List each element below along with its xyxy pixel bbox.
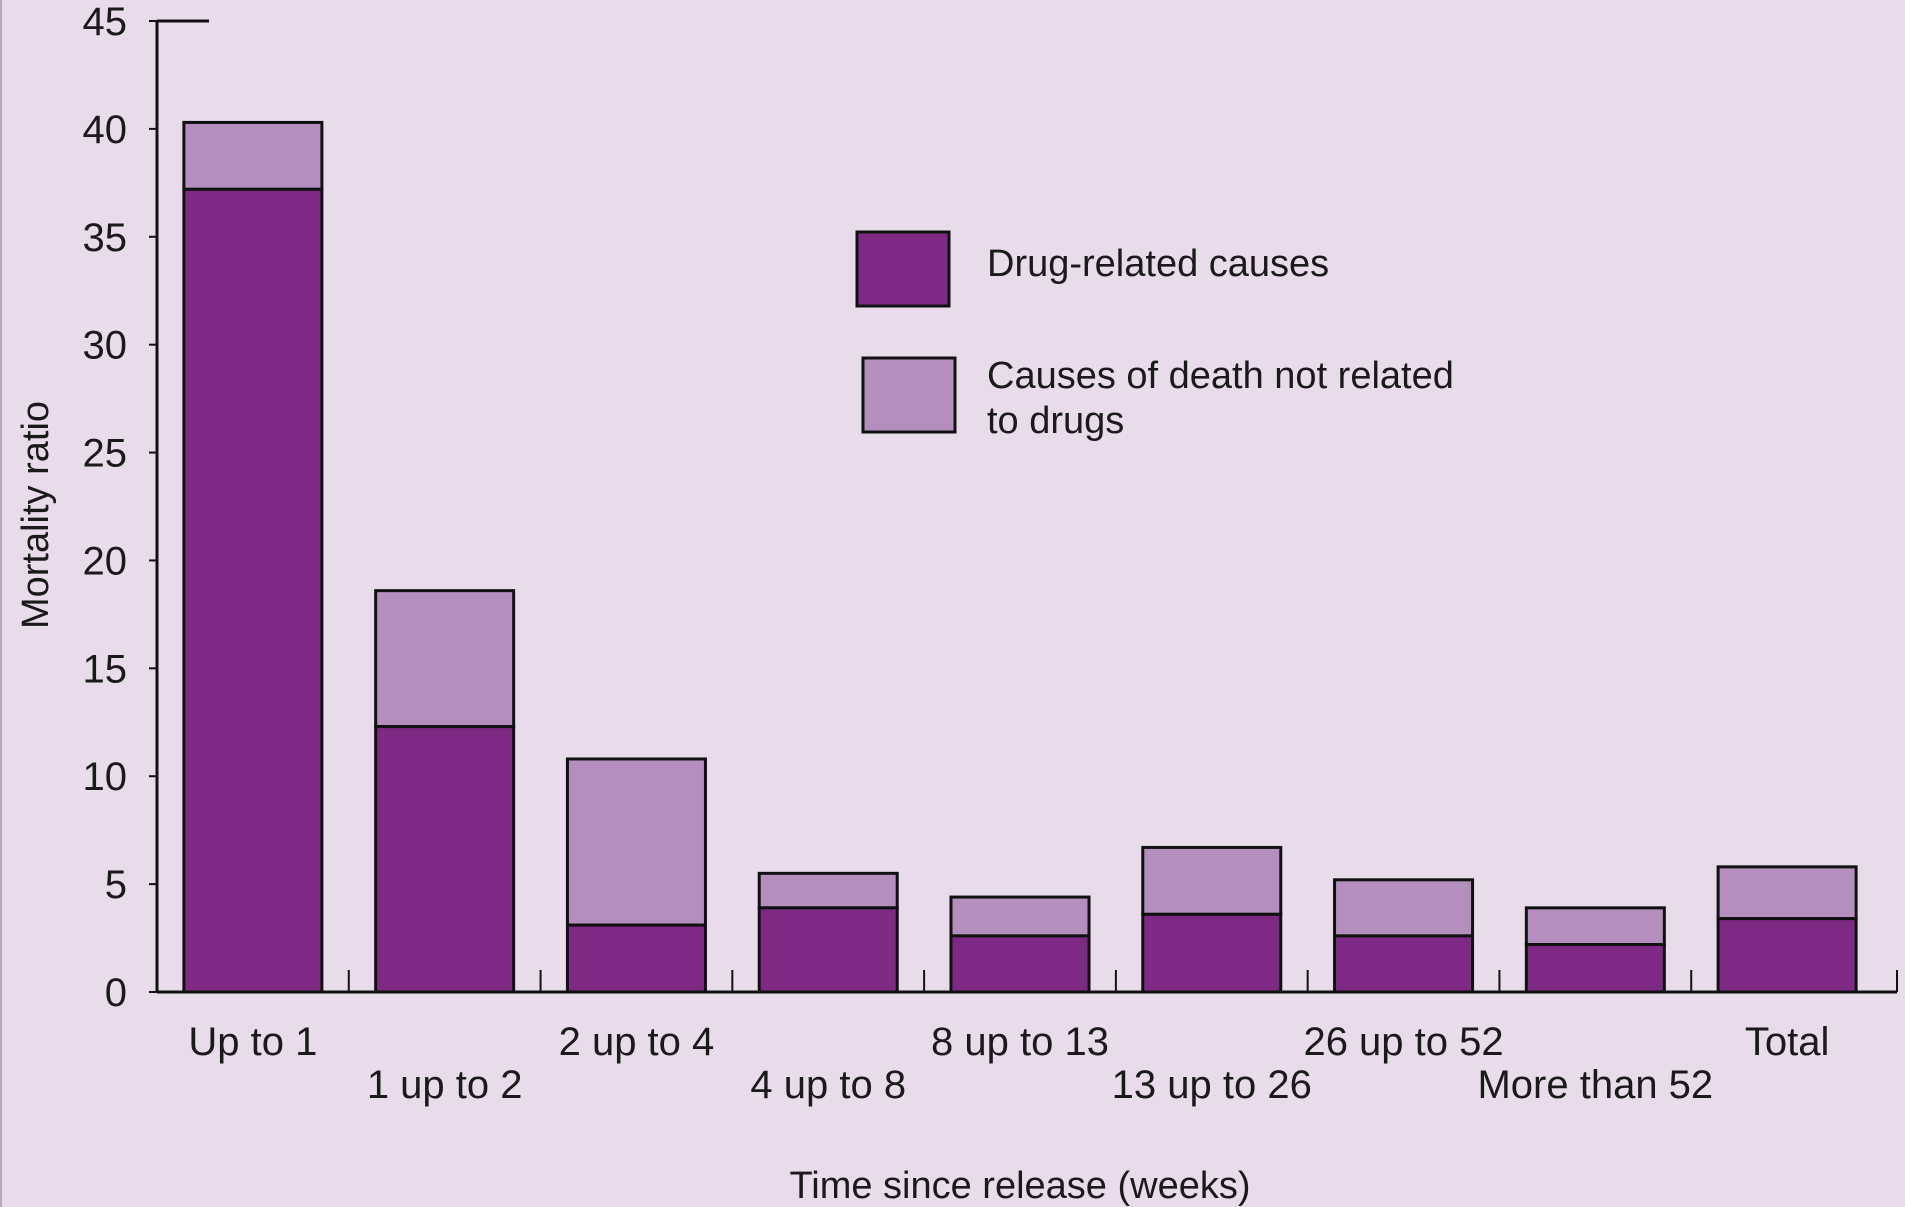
y-tick-label: 25: [83, 432, 128, 476]
y-tick-label: 15: [83, 647, 128, 691]
bar-segment-drug-related: [565, 923, 707, 994]
x-category-label: More than 52: [1477, 1063, 1713, 1107]
y-axis-title: Mortality ratio: [15, 401, 57, 629]
legend-label: Drug-related causes: [987, 243, 1329, 285]
legend-label: Causes of death not related: [987, 355, 1454, 397]
bar-segment-drug-related: [1716, 917, 1858, 994]
bar-segment-drug-related: [757, 906, 899, 994]
y-tick-label: 0: [105, 971, 127, 1015]
legend-swatch: [855, 230, 951, 308]
x-category-label: Total: [1745, 1020, 1830, 1064]
bars: [182, 120, 1858, 994]
bar-segment-not-drug-related: [1716, 865, 1858, 921]
y-tick-label: 40: [83, 108, 128, 152]
bar-segment-not-drug-related: [1141, 845, 1283, 916]
y-tick-label: 5: [105, 863, 127, 907]
bar-segment-drug-related: [949, 934, 1091, 994]
x-tick-labels: Up to 1 1 up to 2 2 up to 4 4 up to 8 8 up t…: [188, 1020, 1829, 1107]
bar-segment-not-drug-related: [182, 120, 324, 191]
bar-segment-not-drug-related: [1524, 906, 1666, 947]
x-category-label: 4 up to 8: [750, 1063, 906, 1107]
x-category-label: 2 up to 4: [559, 1020, 715, 1064]
bar-segment-drug-related: [1141, 912, 1283, 994]
y-tick-label: 20: [83, 539, 128, 583]
x-category-label: 26 up to 52: [1303, 1020, 1503, 1064]
bar-segment-drug-related: [374, 725, 516, 994]
y-tick-labels: 0 5 10 15 20 25 30 35 40 45: [83, 0, 128, 1015]
bar-segment-drug-related: [1524, 943, 1666, 994]
x-category-label: 8 up to 13: [931, 1020, 1109, 1064]
bar-segment-drug-related: [182, 187, 324, 994]
x-axis-title: Time since release (weeks): [789, 1165, 1250, 1207]
bar-segment-not-drug-related: [1333, 878, 1475, 938]
y-tick-label: 35: [83, 216, 128, 260]
legend-swatch: [861, 356, 957, 434]
x-category-label: Up to 1: [188, 1020, 317, 1064]
legend-label: to drugs: [987, 400, 1124, 442]
bar-segment-not-drug-related: [949, 895, 1091, 938]
bar-segment-not-drug-related: [757, 871, 899, 910]
bar-segment-not-drug-related: [565, 757, 707, 927]
x-category-label: 13 up to 26: [1112, 1063, 1312, 1107]
y-tick-label: 10: [83, 755, 128, 799]
bar-segment-not-drug-related: [374, 589, 516, 729]
y-tick-label: 45: [83, 0, 128, 44]
y-tick-label: 30: [83, 324, 128, 368]
bar-segment-drug-related: [1333, 934, 1475, 994]
x-category-label: 1 up to 2: [367, 1063, 523, 1107]
legend: Drug-related causes Causes of death not r…: [855, 230, 1454, 442]
